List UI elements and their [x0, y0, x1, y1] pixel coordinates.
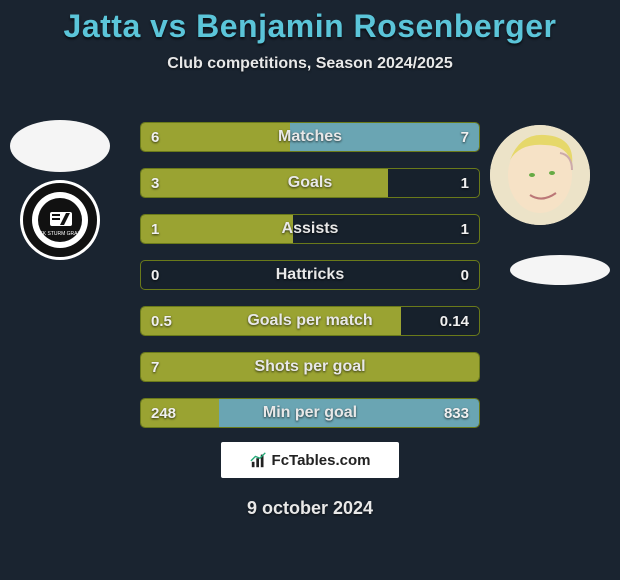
- club-badge-icon: SK STURM GRAZ: [30, 190, 90, 250]
- svg-text:SK STURM GRAZ: SK STURM GRAZ: [39, 231, 80, 237]
- stat-row: 0.50.14Goals per match: [140, 306, 480, 336]
- player-right-avatar: [490, 125, 590, 225]
- comparison-card: Jatta vs Benjamin Rosenberger Club compe…: [0, 0, 620, 580]
- stats-table: 67Matches 31Goals 11Assists 00Hattricks 0.50…: [140, 122, 480, 444]
- subtitle: Club competitions, Season 2024/2025: [0, 55, 620, 73]
- stat-row: 67Matches: [140, 122, 480, 152]
- stat-label: Matches: [141, 123, 479, 151]
- stat-row: 7Shots per goal: [140, 352, 480, 382]
- stat-label: Hattricks: [141, 261, 479, 289]
- stat-row: 11Assists: [140, 214, 480, 244]
- player-left-avatar-placeholder: [10, 120, 110, 172]
- stat-label: Shots per goal: [141, 353, 479, 381]
- stat-row: 00Hattricks: [140, 260, 480, 290]
- stat-row: 248833Min per goal: [140, 398, 480, 428]
- footer-brand-text: FcTables.com: [272, 452, 371, 469]
- page-title: Jatta vs Benjamin Rosenberger: [0, 0, 620, 45]
- footer-brand: FcTables.com: [221, 442, 399, 478]
- stat-label: Min per goal: [141, 399, 479, 427]
- player-right-club-placeholder: [510, 255, 610, 285]
- stat-label: Assists: [141, 215, 479, 243]
- player-left-club-badge: SK STURM GRAZ: [20, 180, 100, 260]
- date-text: 9 october 2024: [0, 498, 620, 519]
- chart-icon: [250, 451, 268, 469]
- stat-label: Goals per match: [141, 307, 479, 335]
- stat-row: 31Goals: [140, 168, 480, 198]
- stat-label: Goals: [141, 169, 479, 197]
